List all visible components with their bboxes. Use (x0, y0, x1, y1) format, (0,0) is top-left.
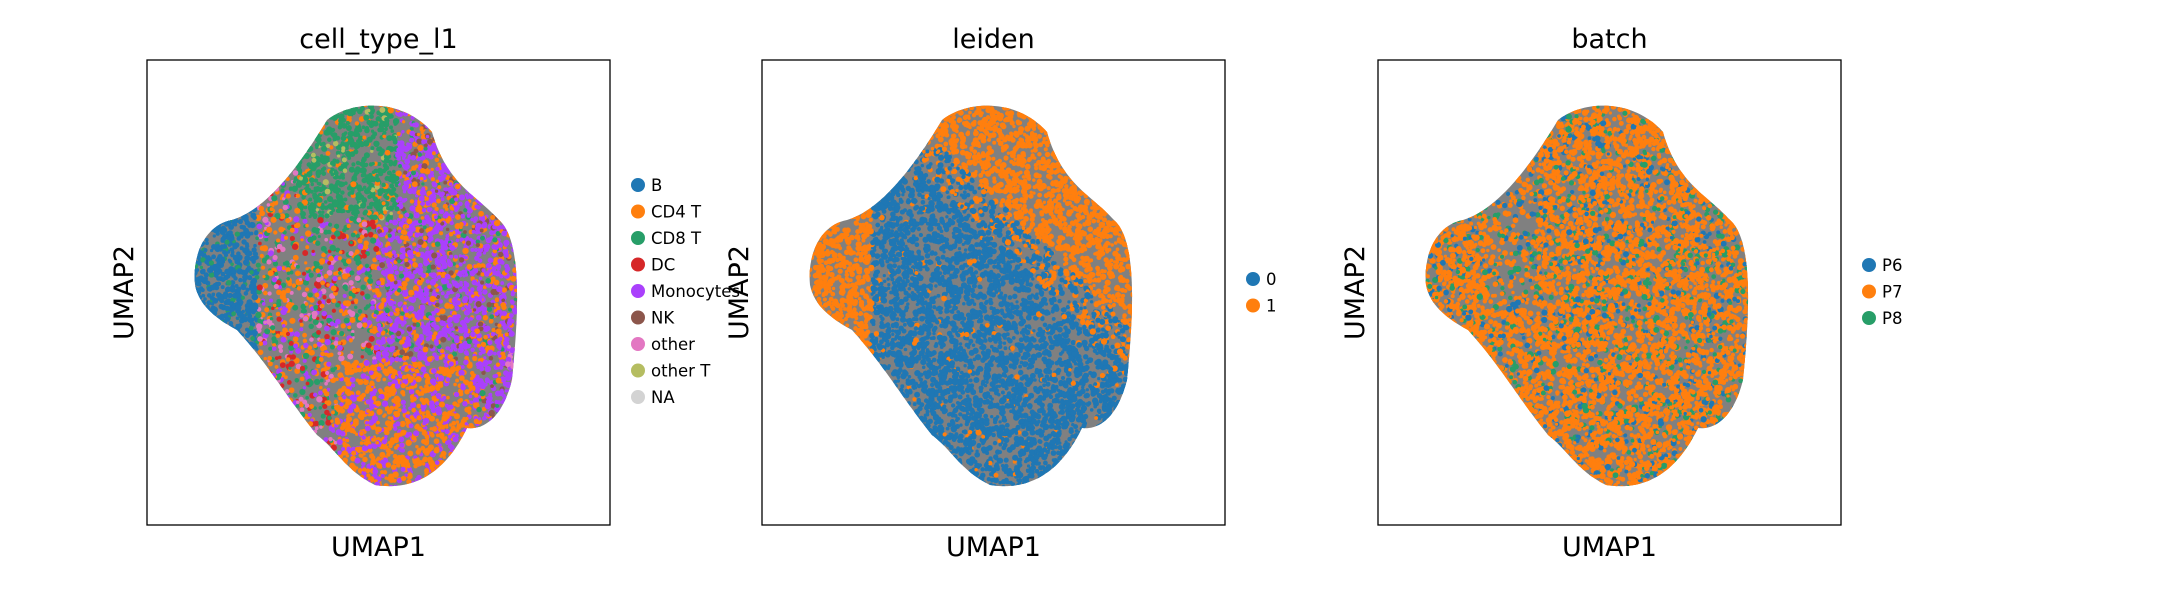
legend-label: other (651, 335, 695, 354)
legend-entry: Monocytes (631, 282, 740, 301)
umap-cloud-1 (194, 105, 518, 487)
legend-marker (1246, 298, 1260, 313)
legend-label: DC (651, 256, 675, 275)
x-axis-label: UMAP1 (331, 532, 426, 563)
legend-label: Monocytes (651, 282, 740, 301)
legend-marker (631, 337, 645, 351)
legend-entry: P7 (1862, 283, 1902, 302)
legend-leiden: 01 (1246, 270, 1277, 316)
legend-entry: CD4 T (631, 203, 702, 222)
legend-entry: P6 (1862, 256, 1902, 275)
legend-entry: other (631, 335, 695, 354)
legend-marker (631, 363, 645, 378)
legend-entry: 1 (1246, 297, 1277, 316)
legend-marker (631, 204, 645, 219)
legend-label: CD8 T (651, 229, 702, 248)
legend-marker (631, 257, 645, 272)
legend-marker (1862, 284, 1876, 299)
legend-marker (1862, 311, 1876, 325)
x-axis-label: UMAP1 (946, 532, 1041, 563)
panel-frame (146, 59, 611, 526)
panel-batch: batch UMAP1 UMAP2 P6 P7 P8 (1340, 24, 1902, 563)
legend-label: NK (651, 309, 675, 328)
legend-label: P8 (1882, 309, 1902, 328)
legend-marker (631, 390, 645, 404)
legend-label: P6 (1882, 256, 1902, 275)
y-axis-label: UMAP2 (724, 245, 755, 340)
legend-label: 0 (1266, 270, 1277, 289)
legend-entry: NA (631, 388, 675, 407)
panel-title: cell_type_l1 (299, 24, 457, 55)
panel-frame (761, 59, 1226, 526)
legend-cell-type-l1: B CD4 T CD8 T DC Monocytes NK other other T NA (631, 176, 740, 407)
legend-label: other T (651, 362, 711, 381)
panel-title: leiden (952, 24, 1034, 55)
legend-marker (631, 284, 645, 298)
legend-marker (631, 231, 645, 245)
legend-entry: B (631, 176, 662, 195)
panel-leiden: leiden UMAP1 UMAP2 01 (724, 24, 1277, 563)
panel-title: batch (1571, 24, 1647, 55)
legend-entry: 0 (1246, 270, 1277, 289)
legend-entry: P8 (1862, 309, 1902, 328)
legend-label: B (651, 176, 662, 195)
legend-marker (631, 178, 645, 192)
legend-label: NA (651, 388, 675, 407)
legend-batch: P6 P7 P8 (1862, 256, 1902, 328)
x-axis-label: UMAP1 (1562, 532, 1657, 563)
scatter-points (809, 105, 1133, 487)
legend-entry: CD8 T (631, 229, 702, 248)
y-axis-label: UMAP2 (1340, 245, 1371, 340)
legend-label: 1 (1266, 297, 1277, 316)
legend-marker (1246, 272, 1260, 286)
legend-marker (631, 310, 645, 325)
legend-entry: NK (631, 309, 675, 328)
umap-cloud-3 (1425, 105, 1749, 487)
panel-frame (1377, 59, 1842, 526)
legend-marker (1862, 258, 1876, 272)
legend-entry: DC (631, 256, 675, 275)
legend-entry: other T (631, 362, 711, 381)
y-axis-label: UMAP2 (109, 245, 140, 340)
legend-label: CD4 T (651, 203, 702, 222)
umap-cloud-2 (809, 105, 1133, 487)
legend-label: P7 (1882, 283, 1902, 302)
panel-cell-type-l1: cell_type_l1 UMAP1 UMAP2 B CD4 T CD8 T DC Mo… (109, 24, 740, 563)
